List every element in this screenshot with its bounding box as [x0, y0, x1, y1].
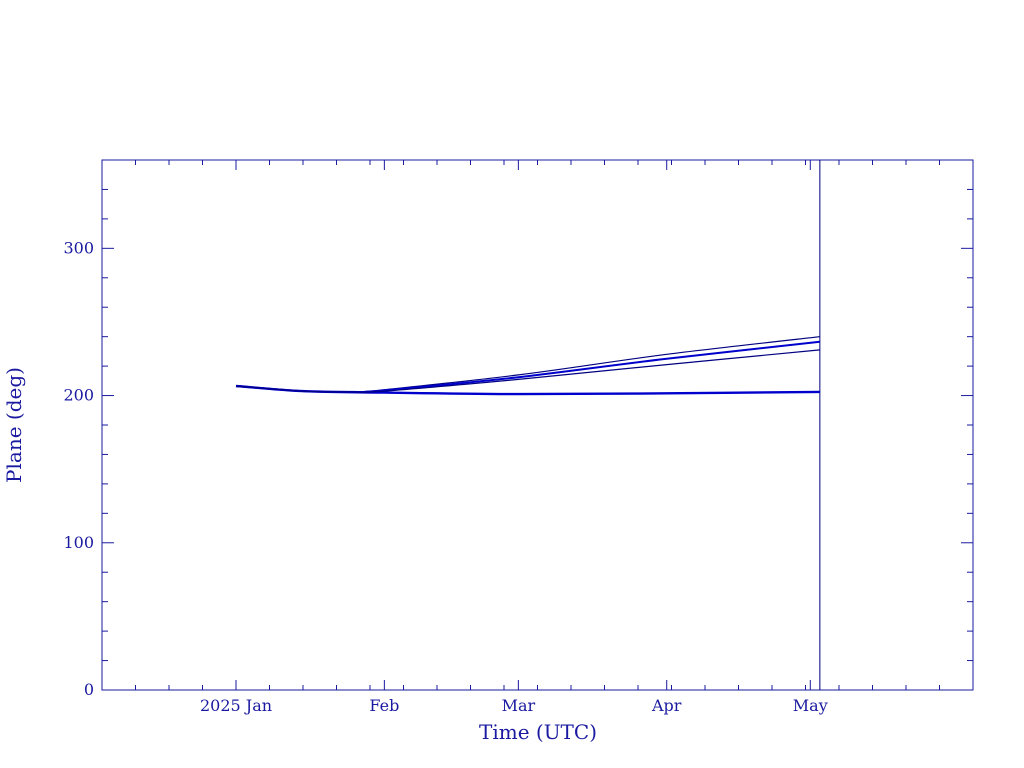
- y-tick-label: 100: [63, 533, 94, 552]
- y-tick-label: 300: [63, 238, 94, 257]
- series-line-1: [235, 384, 820, 396]
- x-tick-label: 2025 Jan: [200, 696, 272, 715]
- y-tick-label: 200: [63, 386, 94, 405]
- tick-labels: 2025 Jan Feb Mar Apr May 0 100 200 300: [63, 238, 827, 715]
- x-tick-label: Mar: [502, 696, 536, 715]
- y-axis-label: Plane (deg): [2, 367, 26, 483]
- series-line-2: [235, 336, 820, 393]
- series-group: [235, 160, 821, 690]
- series-line-3: [235, 340, 821, 394]
- x-axis-label: Time (UTC): [479, 720, 597, 744]
- x-tick-label: Feb: [369, 696, 399, 715]
- x-tick-label: Apr: [651, 696, 682, 715]
- plot-frame: [101, 159, 974, 691]
- x-tick-label: May: [793, 696, 828, 715]
- y-tick-label: 0: [84, 680, 94, 699]
- series-line-4: [235, 349, 820, 393]
- ticks: [102, 159, 973, 691]
